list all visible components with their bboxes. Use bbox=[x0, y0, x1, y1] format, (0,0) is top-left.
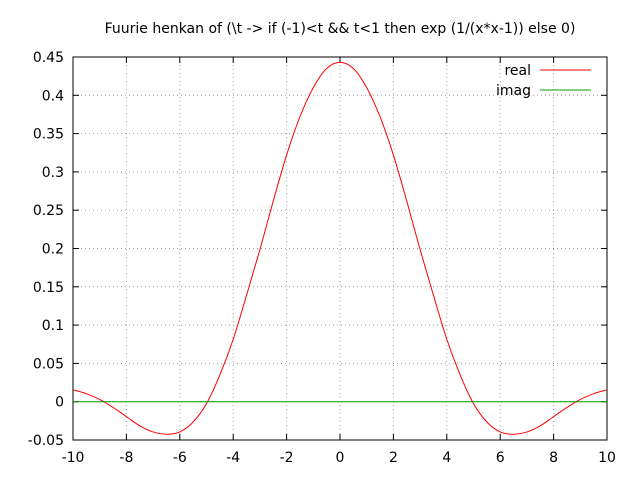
y-tick-label: 0.25 bbox=[33, 203, 64, 219]
series-lines bbox=[72, 61, 608, 435]
x-tick-label: 0 bbox=[336, 450, 345, 466]
x-tick-label: -10 bbox=[62, 450, 85, 466]
y-tick-label: 0.15 bbox=[33, 280, 64, 296]
x-tick-label: 6 bbox=[496, 450, 505, 466]
y-tick-label: 0.05 bbox=[33, 356, 64, 372]
grid bbox=[73, 57, 607, 440]
chart-title: Fuurie henkan of (\t -> if (-1)<t && t<1… bbox=[105, 21, 576, 37]
x-tick-label: -4 bbox=[226, 450, 240, 466]
x-tick-label: -6 bbox=[173, 450, 187, 466]
y-tick-label: 0.2 bbox=[42, 242, 64, 258]
x-tick-label: 8 bbox=[549, 450, 558, 466]
axis-ticks: -10 -8 -6 -4 -2 0 2 4 6 8 10 -0.05 0 0.05 0.1 0.15 0.2 0.… bbox=[28, 50, 616, 466]
y-tick-label: 0.4 bbox=[42, 88, 64, 104]
x-tick-label: -8 bbox=[119, 450, 133, 466]
y-tick-label: 0.3 bbox=[42, 165, 64, 181]
x-tick-label: 4 bbox=[442, 450, 451, 466]
y-tick-label: 0.1 bbox=[42, 318, 64, 334]
legend: real imag bbox=[496, 63, 591, 99]
legend-label-imag: imag bbox=[496, 83, 531, 99]
y-tick-label: 0.45 bbox=[33, 50, 64, 66]
y-tick-label: -0.05 bbox=[28, 433, 64, 449]
x-tick-label: 2 bbox=[389, 450, 398, 466]
y-tick-label: 0 bbox=[55, 395, 64, 411]
x-tick-label: -2 bbox=[280, 450, 294, 466]
y-tick-label: 0.35 bbox=[33, 127, 64, 143]
series-line-real bbox=[72, 61, 608, 435]
x-tick-label: 10 bbox=[598, 450, 616, 466]
legend-label-real: real bbox=[504, 63, 531, 79]
